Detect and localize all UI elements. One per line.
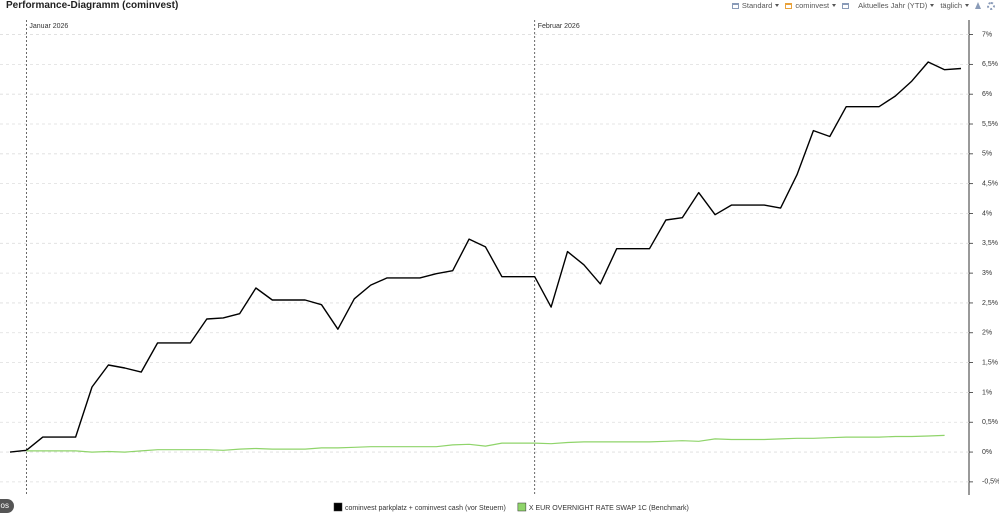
y-tick-label: 1%: [982, 389, 992, 396]
toolbar: Standard cominvest Aktuelles Jahr (YTD) …: [731, 1, 995, 10]
corner-button[interactable]: os: [0, 499, 14, 513]
x-tick-label: Januar 2026: [29, 23, 68, 30]
legend-label: X EUR OVERNIGHT RATE SWAP 1C (Benchmark): [529, 505, 689, 512]
caret: [930, 4, 935, 7]
y-tick-label: 4,5%: [982, 180, 998, 187]
label: Aktuelles Jahr (YTD): [858, 1, 928, 10]
portfolio-selector[interactable]: cominvest: [785, 1, 837, 10]
chart-title: Performance-Diagramm (cominvest): [6, 0, 179, 11]
y-tick-label: 5,5%: [982, 121, 998, 128]
interval-selector[interactable]: täglich: [940, 1, 969, 10]
export-button[interactable]: [975, 2, 981, 9]
period-selector[interactable]: Aktuelles Jahr (YTD): [842, 1, 935, 10]
series-line: [26, 434, 945, 453]
y-tick-label: 6,5%: [982, 61, 998, 68]
y-tick-label: 7%: [982, 31, 992, 38]
series-line: [9, 61, 962, 453]
view-selector[interactable]: Standard: [731, 1, 780, 10]
legend-swatch: [517, 502, 527, 512]
legend-label: cominvest parkplatz + cominvest cash (vo…: [345, 505, 506, 512]
y-tick-label: 5%: [982, 151, 992, 158]
label: cominvest: [795, 1, 830, 10]
settings-button[interactable]: [987, 1, 995, 10]
caret: [775, 4, 780, 7]
icon: [842, 2, 850, 9]
y-tick-label: 0,5%: [982, 419, 998, 426]
icon: [785, 2, 793, 9]
icon: [731, 2, 739, 9]
y-tick-label: 2%: [982, 330, 992, 337]
caret: [832, 4, 837, 7]
y-tick-label: -0,5%: [982, 479, 999, 486]
x-tick-label: Februar 2026: [538, 23, 580, 30]
caret: [965, 4, 969, 7]
y-tick-label: 2,5%: [982, 300, 998, 307]
y-tick-label: 3,5%: [982, 240, 998, 247]
y-tick-label: 0%: [982, 449, 992, 456]
legend-swatch: [333, 502, 343, 512]
y-tick-label: 1,5%: [982, 359, 998, 366]
label: Standard: [741, 1, 773, 10]
y-tick-label: 4%: [982, 210, 992, 217]
label: täglich: [940, 1, 962, 10]
y-tick-label: 6%: [982, 91, 992, 98]
y-tick-label: 3%: [982, 270, 992, 277]
